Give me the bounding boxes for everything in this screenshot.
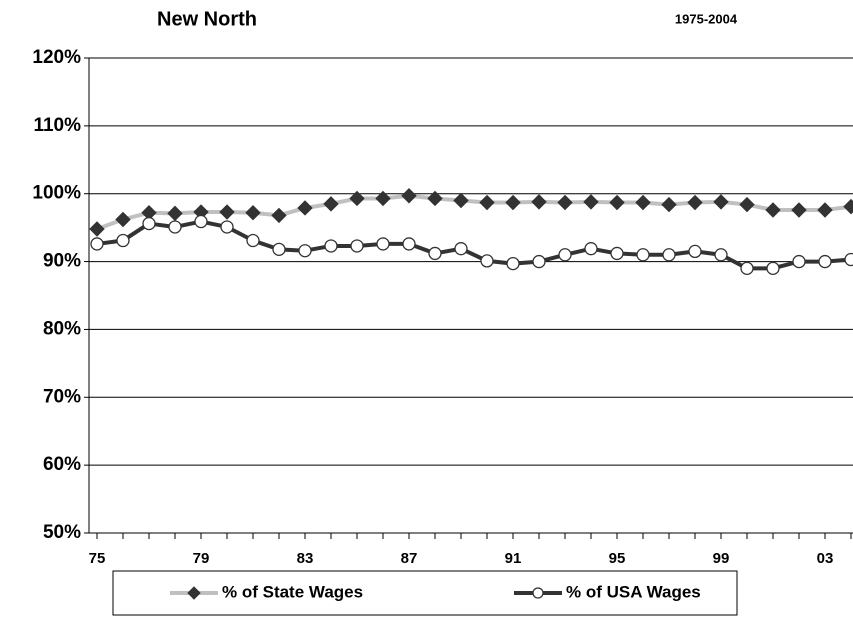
- marker: [610, 246, 624, 261]
- marker: [766, 261, 780, 276]
- marker: [454, 242, 468, 256]
- marker: [350, 239, 364, 253]
- marker: [297, 200, 313, 216]
- marker: [375, 190, 391, 207]
- y-tick-label: 100%: [32, 183, 81, 204]
- marker: [818, 254, 832, 269]
- y-tick-label: 70%: [43, 386, 81, 407]
- marker: [531, 194, 547, 210]
- marker: [89, 221, 105, 237]
- marker: [428, 246, 442, 261]
- x-tick-label: 99: [713, 550, 730, 567]
- marker: [245, 205, 261, 221]
- chart-subtitle: 1975-2004: [675, 11, 738, 26]
- marker: [479, 194, 495, 211]
- marker: [714, 248, 728, 262]
- x-tick-label: 87: [401, 550, 418, 567]
- marker: [115, 211, 131, 228]
- y-tick-label: 80%: [43, 318, 81, 339]
- legend-label: % of State Wages: [222, 582, 363, 601]
- marker: [506, 256, 520, 271]
- marker: [636, 248, 650, 262]
- marker: [453, 192, 469, 209]
- marker: [557, 194, 573, 211]
- marker: [376, 237, 390, 251]
- y-tick-label: 120%: [32, 47, 81, 68]
- x-tick-label: 83: [297, 550, 314, 567]
- marker: [584, 242, 598, 256]
- marker: [558, 248, 572, 262]
- marker: [427, 190, 443, 207]
- marker: [167, 205, 183, 222]
- y-tick-label: 110%: [33, 115, 81, 136]
- y-tick-label: 90%: [43, 251, 81, 272]
- marker: [219, 204, 235, 220]
- marker: [142, 216, 156, 231]
- legend-marker: [187, 586, 201, 600]
- legend-label: % of USA Wages: [566, 582, 701, 601]
- marker: [688, 244, 702, 259]
- marker: [324, 239, 338, 253]
- marker: [713, 194, 729, 210]
- chart-title: New North: [157, 8, 257, 30]
- marker: [246, 233, 260, 248]
- marker: [583, 194, 599, 210]
- marker: [220, 220, 234, 234]
- marker: [739, 196, 755, 213]
- marker: [401, 188, 417, 204]
- x-tick-label: 79: [193, 550, 210, 567]
- marker: [194, 214, 208, 229]
- marker: [116, 233, 130, 248]
- marker: [402, 237, 416, 251]
- marker: [349, 190, 365, 207]
- marker: [90, 237, 104, 251]
- legend-marker: [532, 587, 544, 599]
- marker: [791, 202, 807, 218]
- marker: [843, 198, 853, 215]
- marker: [168, 220, 182, 234]
- marker: [505, 194, 521, 211]
- marker: [532, 254, 546, 269]
- marker: [740, 261, 754, 276]
- marker: [687, 194, 703, 211]
- marker: [662, 248, 676, 262]
- x-tick-label: 75: [89, 550, 106, 567]
- x-tick-label: 95: [609, 550, 626, 567]
- marker: [765, 202, 781, 218]
- marker: [298, 244, 312, 258]
- marker: [609, 194, 625, 211]
- marker: [635, 194, 651, 211]
- marker: [661, 196, 677, 213]
- marker: [323, 196, 339, 212]
- y-tick-label: 60%: [43, 454, 81, 475]
- x-tick-label: 03: [817, 550, 834, 567]
- x-tick-label: 91: [505, 550, 522, 567]
- y-tick-label: 50%: [43, 522, 81, 543]
- marker: [480, 254, 494, 268]
- marker: [792, 254, 806, 269]
- marker: [272, 242, 286, 257]
- marker: [844, 252, 853, 267]
- marker: [817, 202, 833, 218]
- marker: [271, 207, 287, 224]
